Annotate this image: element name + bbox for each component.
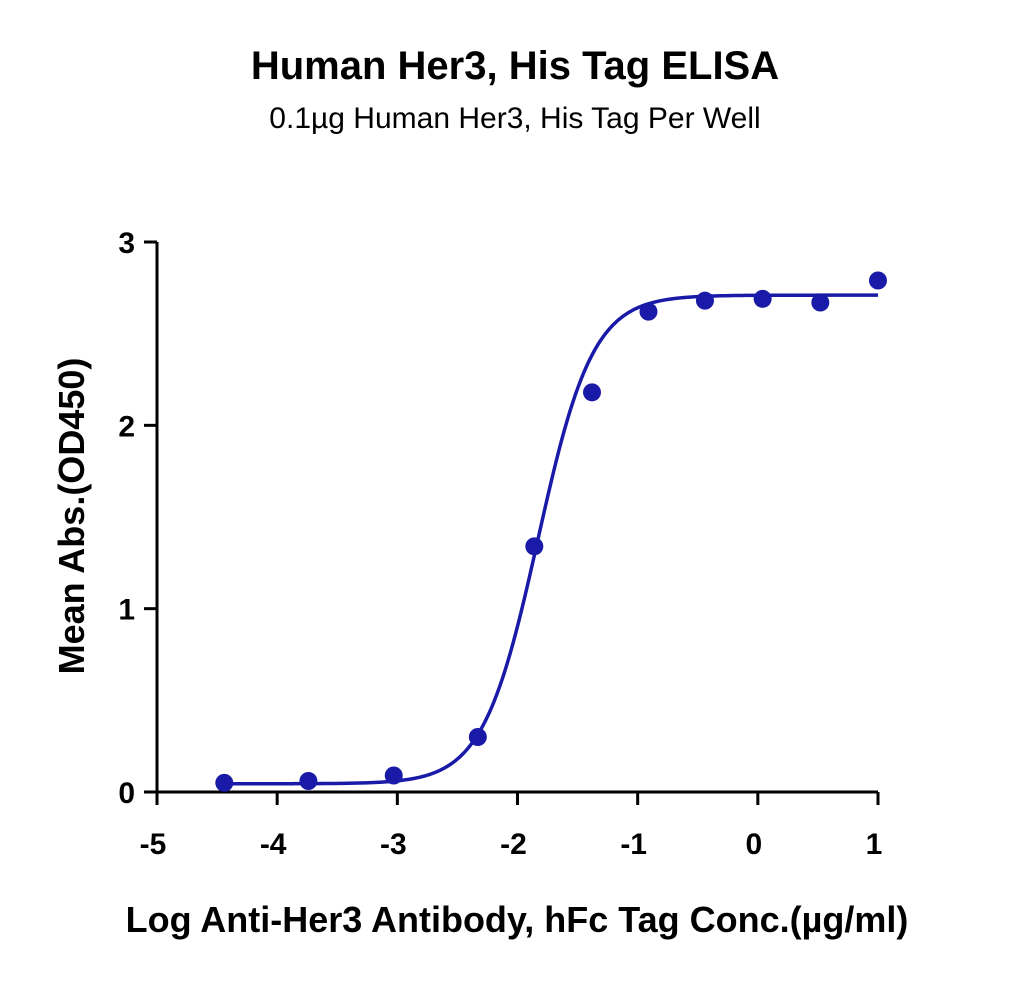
tick-marks: -5 -4 -3 -2 -1 0 1 0 1 2 3 (118, 227, 882, 861)
y-tick-label: 1 (118, 594, 135, 627)
y-axis-title: Mean Abs.(OD450) (51, 358, 92, 675)
y-tick-label: 3 (118, 227, 135, 260)
data-points (215, 271, 887, 792)
x-tick-label: -1 (620, 828, 647, 861)
data-point (639, 302, 658, 321)
data-point (583, 383, 602, 402)
x-tick-label: -5 (140, 828, 167, 861)
data-point (525, 537, 544, 556)
data-point (215, 773, 234, 792)
data-point (299, 772, 318, 790)
chart-subtitle: 0.1µg Human Her3, His Tag Per Well (269, 102, 761, 135)
x-tick-label: -3 (380, 828, 407, 861)
data-point (811, 293, 830, 312)
fit-curve-group (224, 293, 878, 786)
chart-title: Human Her3, His Tag ELISA (250, 44, 780, 88)
data-point (384, 766, 403, 785)
data-point (753, 289, 772, 308)
y-tick-label: 2 (118, 410, 135, 443)
x-tick-label: -2 (500, 828, 527, 861)
y-tick-label: 0 (118, 777, 135, 810)
x-tick-label: 1 (866, 828, 883, 861)
x-tick-label: 0 (745, 828, 762, 861)
data-point (468, 728, 487, 746)
fit-curve (224, 293, 878, 786)
data-point (695, 291, 714, 310)
x-axis-title: Log Anti-Her3 Antibody, hFc Tag Conc.(µg… (126, 899, 909, 940)
data-point (869, 271, 887, 290)
axes (155, 242, 878, 794)
x-tick-label: -4 (260, 828, 287, 861)
